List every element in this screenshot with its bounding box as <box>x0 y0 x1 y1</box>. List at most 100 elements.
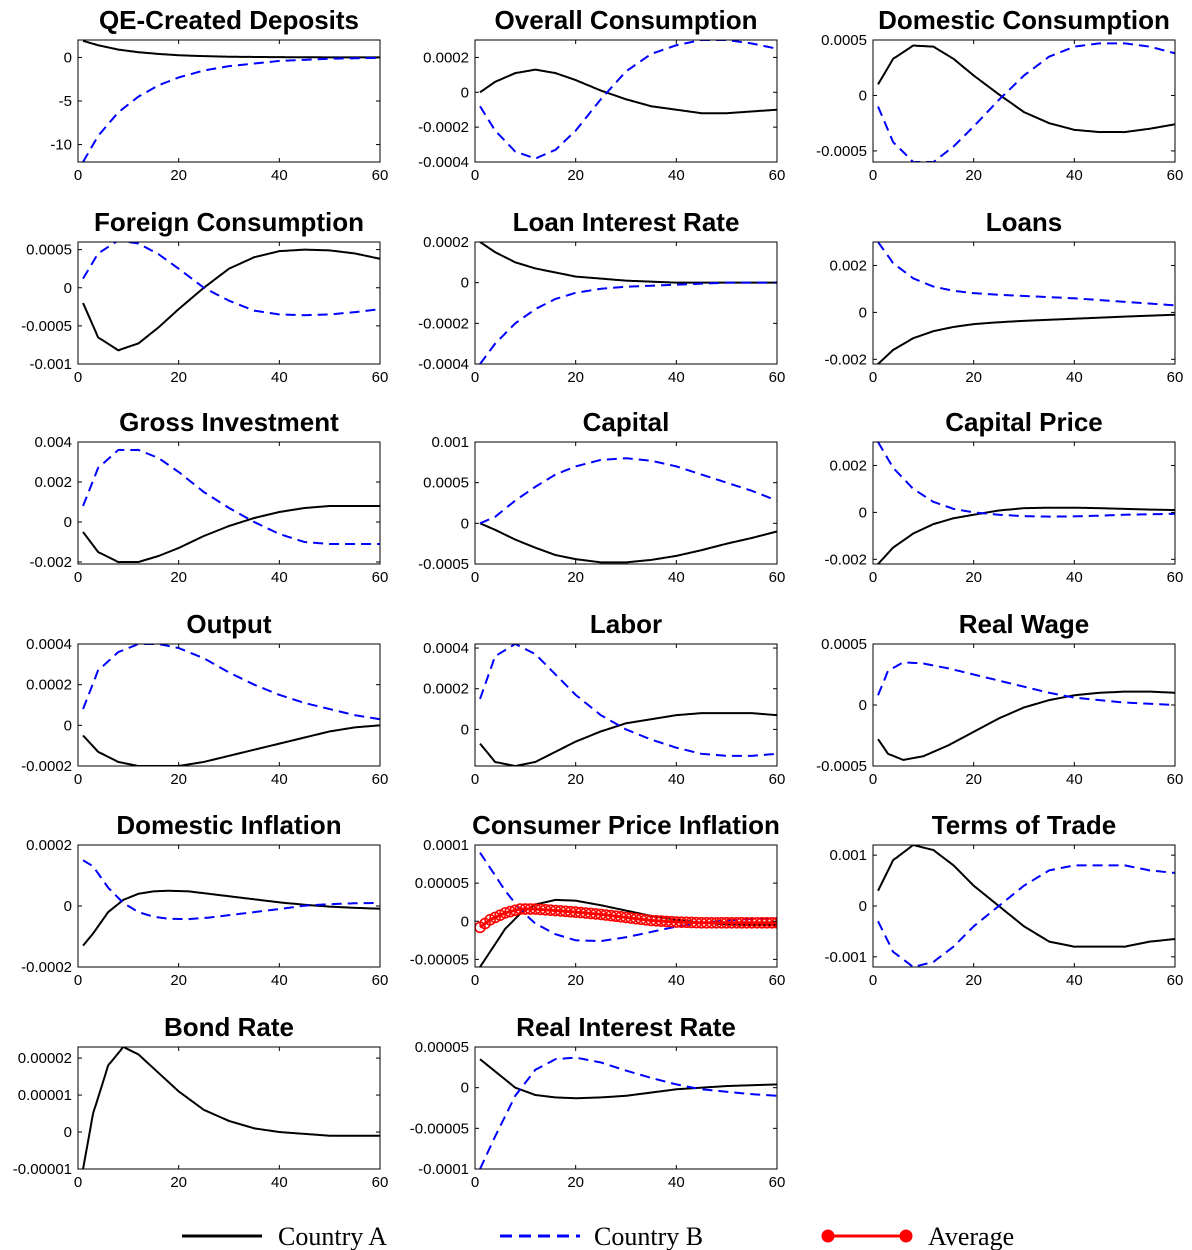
y-tick-label: 0.00005 <box>415 875 469 892</box>
plot-area <box>83 860 380 945</box>
x-tick-label: 20 <box>170 972 187 989</box>
series-line-country-a <box>83 506 380 562</box>
x-tick-label: 20 <box>567 167 584 184</box>
y-tick-label: 0.0002 <box>26 677 72 694</box>
chart-real-wage: Real Wage0 20 40 600.00050-0.0005 <box>816 609 1183 788</box>
chart-title: Loans <box>986 207 1063 237</box>
plot-area <box>878 845 1175 967</box>
y-tick-label: 0.00005 <box>415 1039 469 1056</box>
x-tick-label: 0 <box>471 771 479 788</box>
legend-average-marker-right <box>900 1230 912 1242</box>
x-tick-label: 40 <box>271 369 288 386</box>
y-tick-label: 0.0004 <box>423 640 469 657</box>
y-tick-label: 0.00002 <box>18 1050 72 1067</box>
y-tick-label: 0.0005 <box>821 32 867 49</box>
series-line-country-b <box>83 644 380 719</box>
axes-frame <box>873 242 1175 364</box>
y-tick-label: 0 <box>859 504 867 521</box>
y-tick-label: 0.0002 <box>423 681 469 698</box>
plot-area <box>878 442 1175 564</box>
x-tick-label: 20 <box>567 569 584 586</box>
y-tick-label: 0.0002 <box>423 234 469 251</box>
x-tick-label: 20 <box>567 771 584 788</box>
series-line-country-a <box>480 523 777 562</box>
axes-frame <box>475 845 777 967</box>
y-tick-label: 0.0005 <box>423 475 469 492</box>
x-tick-label: 40 <box>668 771 685 788</box>
x-tick-label: 40 <box>1066 369 1083 386</box>
y-tick-label: -0.00005 <box>410 1120 469 1137</box>
x-tick-label: 0 <box>869 771 877 788</box>
chart-real-interest-rate: Real Interest Rate 0 20 40 60 0.00005 0 -0.0000… <box>410 1012 786 1191</box>
chart-foreign-consumption: Foreign Consumption0 20 40 600.00050-0.0005… <box>21 207 388 386</box>
y-tick-label: 0.0005 <box>26 242 72 259</box>
x-tick-label: 60 <box>372 1174 389 1191</box>
axes-frame <box>873 40 1175 162</box>
x-tick-label: 20 <box>567 1174 584 1191</box>
series-line-country-a <box>83 891 380 946</box>
x-tick-label: 60 <box>1167 569 1184 586</box>
chart-title: Domestic Inflation <box>116 810 341 840</box>
chart-title: Labor <box>590 609 662 639</box>
series-line-country-a <box>878 45 1175 132</box>
series-line-country-a <box>83 250 380 351</box>
plot-area <box>878 43 1175 162</box>
x-tick-label: 60 <box>372 972 389 989</box>
y-tick-label: 0 <box>859 304 867 321</box>
x-tick-label: 0 <box>869 167 877 184</box>
x-tick-label: 0 <box>471 1174 479 1191</box>
series-line-country-a <box>83 725 380 766</box>
series-line-country-a <box>878 692 1175 760</box>
plot-area <box>83 644 380 766</box>
x-tick-label: 20 <box>170 569 187 586</box>
y-tick-label: -0.0002 <box>418 315 469 332</box>
chart-title: QE-Created Deposits <box>99 5 359 35</box>
axes-frame <box>475 40 777 162</box>
series-line-country-a <box>480 70 777 114</box>
y-tick-label: 0.004 <box>34 434 72 451</box>
y-tick-label: 0 <box>461 515 469 532</box>
legend-country-a-label: Country A <box>278 1222 387 1250</box>
legend: Country A Country B Average <box>182 1222 1014 1250</box>
axes-frame <box>475 442 777 564</box>
y-tick-label: -0.00005 <box>410 951 469 968</box>
y-tick-label: -0.0005 <box>21 318 72 335</box>
plot-area <box>475 853 782 967</box>
x-tick-label: 0 <box>74 569 82 586</box>
y-tick-label: 0.0004 <box>26 636 72 653</box>
axes-frame <box>78 442 380 564</box>
plot-area <box>480 242 777 364</box>
x-tick-label: 40 <box>271 569 288 586</box>
y-tick-label: 0.002 <box>829 257 867 274</box>
y-tick-label: 0.002 <box>34 474 72 491</box>
x-tick-label: 0 <box>471 167 479 184</box>
x-tick-label: 40 <box>668 167 685 184</box>
axes-frame <box>873 442 1175 564</box>
y-tick-label: 0 <box>64 717 72 734</box>
y-tick-label: 0.002 <box>829 457 867 474</box>
chart-consumer-price-inflation: Consumer Price Inflation0 20 40 600.00010.0… <box>410 810 786 989</box>
y-tick-label: -0.0004 <box>418 356 469 373</box>
plot-area <box>83 1047 380 1169</box>
y-tick-label: 0.001 <box>431 434 469 451</box>
series-line-country-a <box>878 315 1175 364</box>
x-tick-label: 40 <box>271 771 288 788</box>
x-tick-label: 40 <box>668 972 685 989</box>
y-tick-label: 0 <box>461 84 469 101</box>
chart-title: Bond Rate <box>164 1012 294 1042</box>
x-tick-label: 40 <box>668 569 685 586</box>
y-tick-label: 0.0002 <box>26 837 72 854</box>
x-tick-label: 40 <box>668 1174 685 1191</box>
chart-bond-rate: Bond Rate0 20 40 600.000020.000010-0.00001 <box>13 1012 389 1191</box>
y-tick-label: 0 <box>64 1124 72 1141</box>
series-line-country-b <box>878 442 1175 517</box>
y-tick-label: -10 <box>50 137 72 154</box>
chart-terms-of-trade: Terms of Trade0 20 40 600.0010-0.001 <box>824 810 1183 989</box>
series-line-country-b <box>878 242 1175 305</box>
series-line-country-b <box>83 58 380 162</box>
plot-area <box>480 1058 777 1169</box>
axes-frame <box>475 644 777 766</box>
